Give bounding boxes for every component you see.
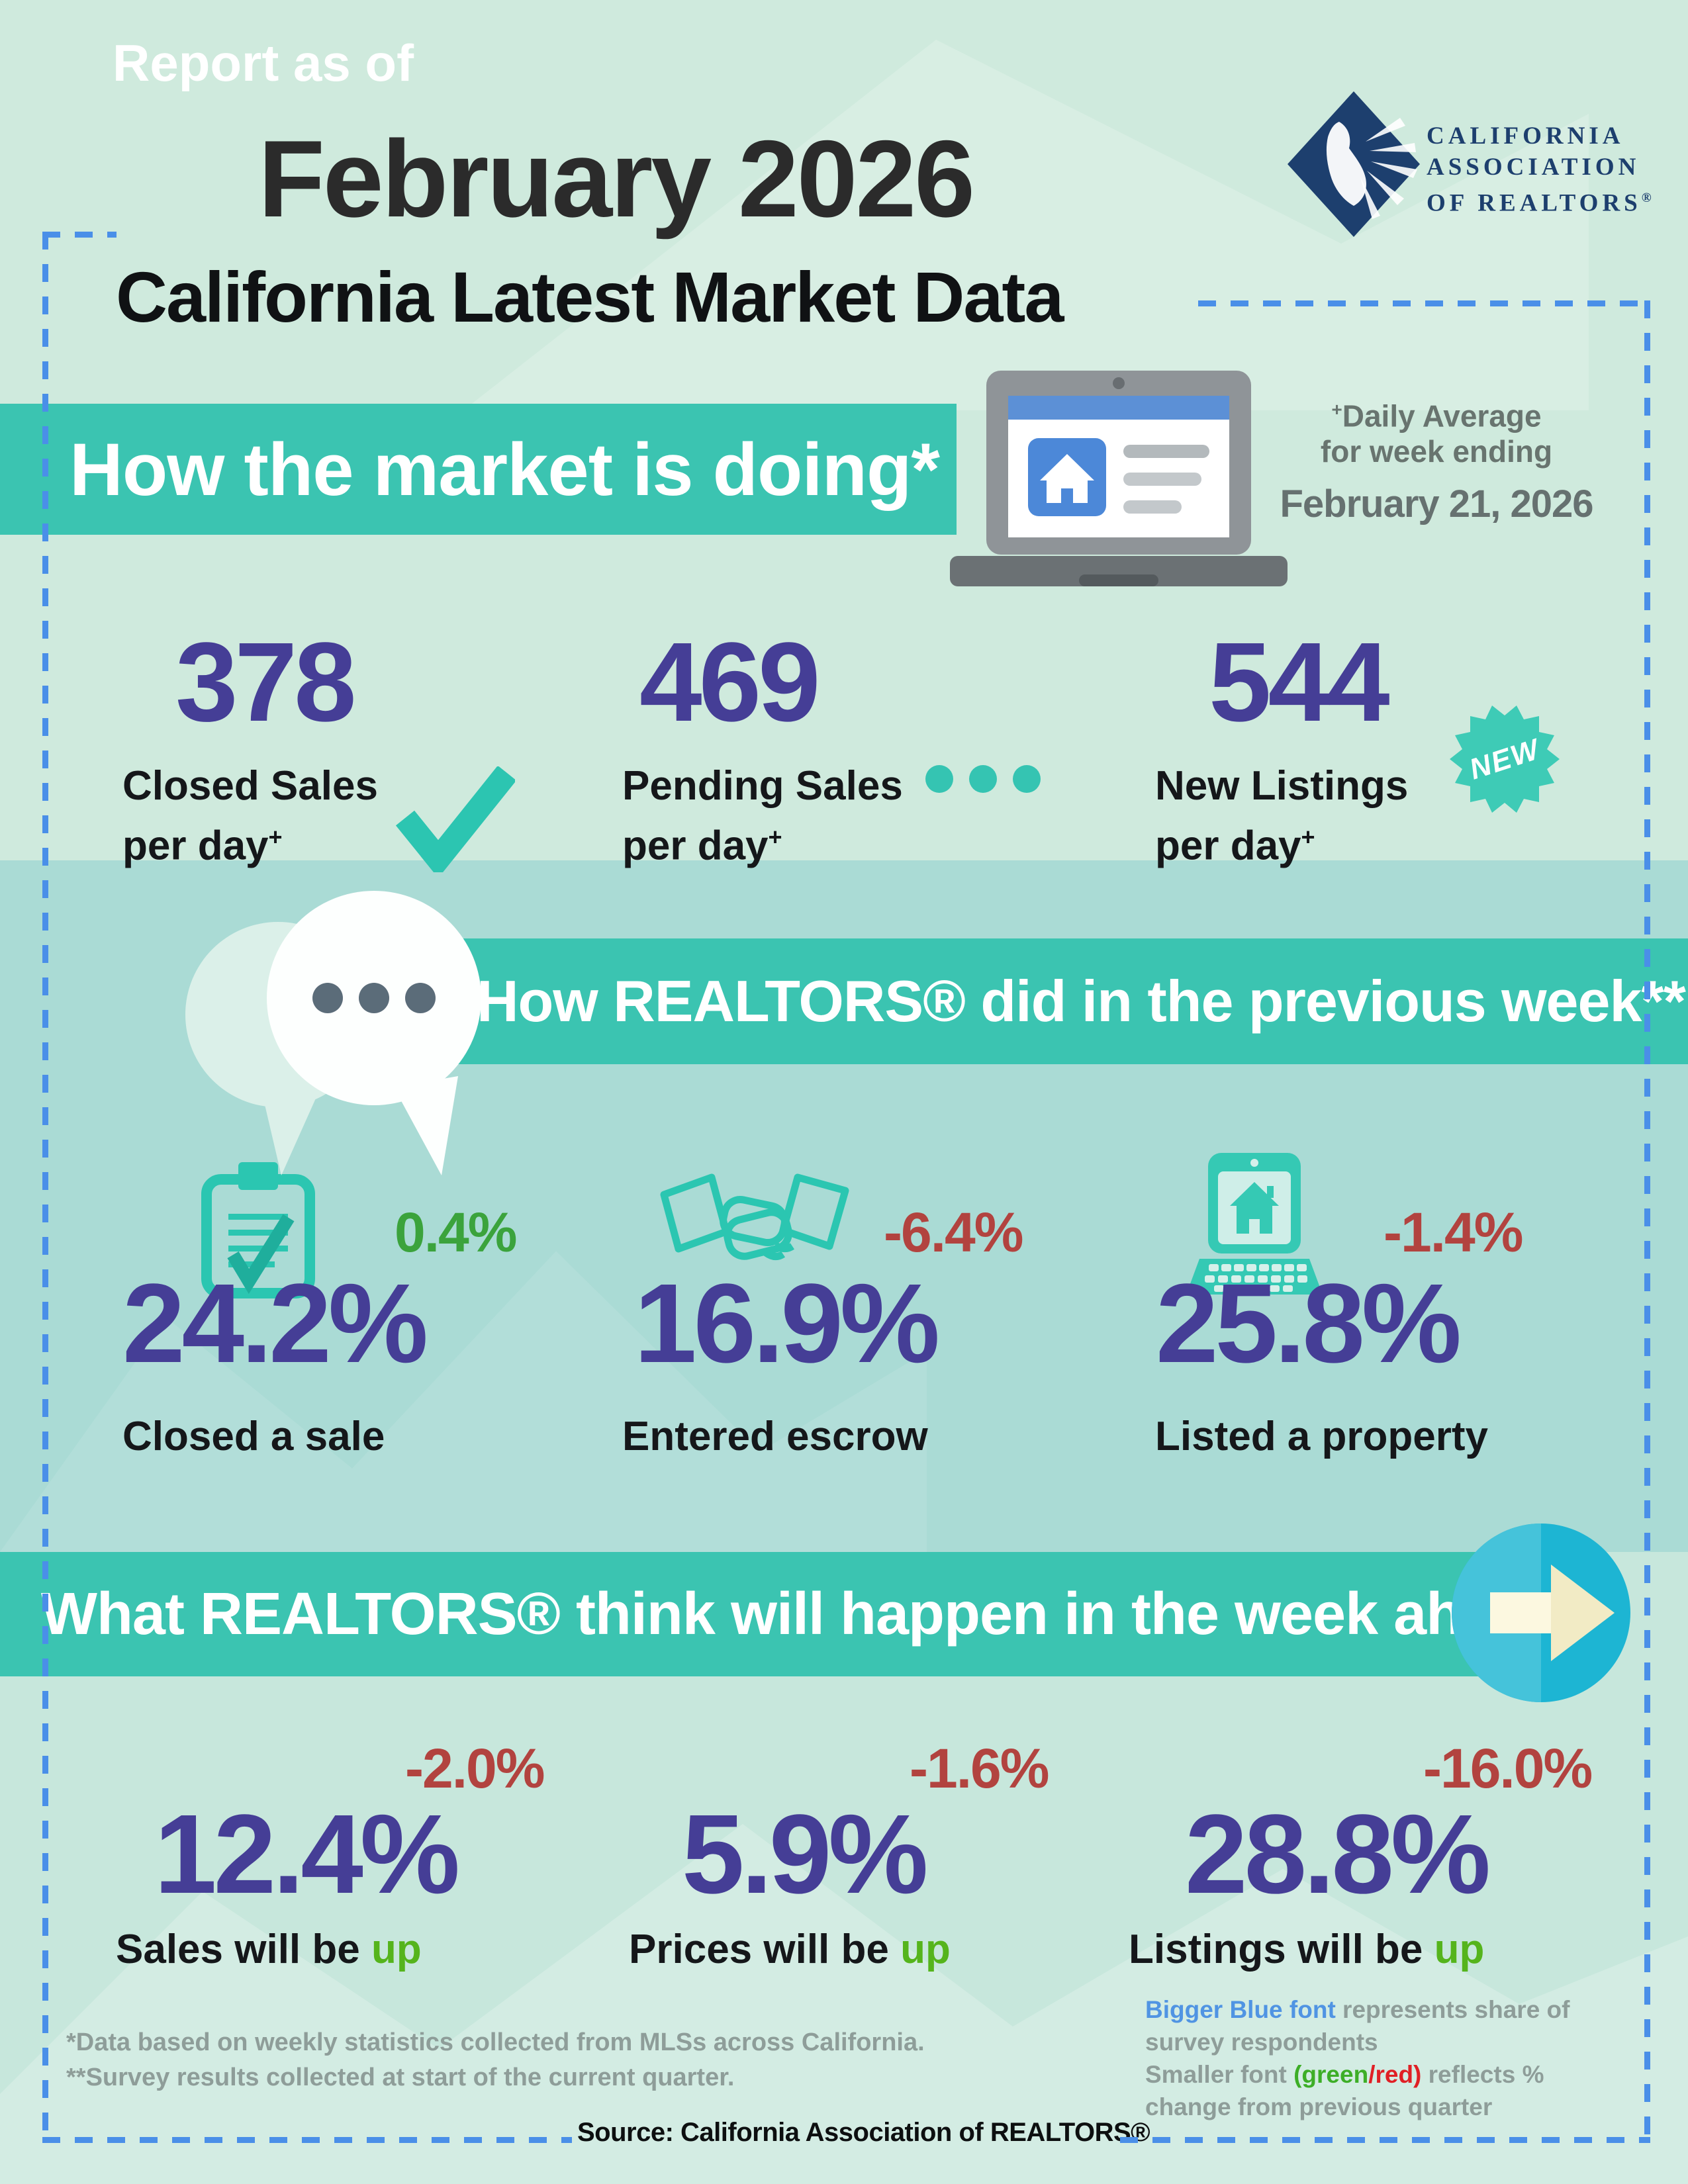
- banner-how-market-is-doing: How the market is doing*: [0, 404, 957, 535]
- daily-average-line2: for week ending: [1320, 434, 1553, 469]
- dashed-border-top-right: [1198, 300, 1650, 306]
- logo-line-3: OF REALTORS®: [1427, 189, 1652, 217]
- week-ending-date: February 21, 2026: [1280, 482, 1593, 526]
- closed-sales-label: Closed Sales per day+: [122, 763, 378, 869]
- pending-sales-label: Pending Sales per day+: [622, 763, 903, 869]
- dashed-border-bottom-right: [1120, 2137, 1650, 2143]
- legend-green-text: (green: [1293, 2061, 1369, 2088]
- legend-red-text: /red): [1368, 2061, 1422, 2088]
- listings-up-change: -16.0%: [1423, 1737, 1593, 1799]
- page-title-month: February 2026: [258, 118, 975, 240]
- footnote-line-1: *Data based on weekly statistics collect…: [66, 2028, 925, 2056]
- listed-property-value: 25.8%: [1156, 1261, 1462, 1387]
- listings-up-value: 28.8%: [1185, 1792, 1491, 1917]
- page-subtitle: California Latest Market Data: [116, 257, 1064, 337]
- legend-blue-text: Bigger Blue font: [1145, 1996, 1343, 2023]
- daily-average-line1: +Daily Average: [1331, 398, 1542, 433]
- car-logo-wordmark: CALIFORNIA ASSOCIATION OF REALTORS®: [1427, 120, 1652, 218]
- sales-up-label: Sales will be up: [116, 1927, 422, 1972]
- prices-up-change: -1.6%: [910, 1737, 1049, 1799]
- check-icon: [395, 765, 517, 878]
- banner-realtors-previous-week: How REALTORS® did in the previous week**: [442, 938, 1688, 1064]
- listings-up-label: Listings will be up: [1129, 1927, 1485, 1972]
- new-badge: NEW: [1448, 703, 1561, 819]
- closed-sale-change: 0.4%: [395, 1201, 517, 1263]
- laptop-svg: [950, 371, 1288, 586]
- dashed-border-left: [42, 232, 48, 2143]
- dashed-border-right: [1644, 300, 1650, 2143]
- listed-property-label: Listed a property: [1155, 1414, 1488, 1459]
- banner-week-ahead: What REALTORS® think will happen in the …: [0, 1552, 1608, 1676]
- closed-sale-label: Closed a sale: [122, 1414, 385, 1459]
- chat-bubbles-icon: [175, 872, 487, 1190]
- sales-up-change: -2.0%: [405, 1737, 545, 1799]
- logo-line-2: ASSOCIATION: [1427, 154, 1640, 181]
- closed-sales-value: 378: [175, 619, 357, 745]
- handshake-icon: [659, 1168, 851, 1294]
- entered-escrow-value: 16.9%: [634, 1261, 940, 1387]
- pending-sales-value: 469: [639, 619, 821, 745]
- legend-line-2: survey respondents: [1145, 2028, 1378, 2056]
- banner-prev-week-text: How REALTORS® did in the previous week**: [477, 968, 1686, 1034]
- entered-escrow-change: -6.4%: [884, 1201, 1023, 1263]
- color-legend: Bigger Blue font represents share of sur…: [1145, 1993, 1662, 2123]
- dashed-border-bottom-left: [42, 2137, 572, 2143]
- source-attribution: Source: California Association of REALTO…: [577, 2118, 1150, 2147]
- laptop-house-icon: [1185, 1153, 1324, 1308]
- prices-up-value: 5.9%: [682, 1792, 928, 1917]
- prices-up-label: Prices will be up: [629, 1927, 951, 1972]
- logo-line-1: CALIFORNIA: [1427, 122, 1624, 150]
- clipboard-icon: [199, 1157, 318, 1302]
- report-as-of-label: Report as of: [113, 34, 414, 92]
- ellipsis-dots-icon: [925, 765, 1041, 793]
- daily-average-note: +Daily Average for week ending February …: [1251, 392, 1622, 526]
- footnote-line-2: **Survey results collected at start of t…: [66, 2064, 735, 2091]
- registered-mark: ®: [1641, 191, 1652, 205]
- closed-sale-value: 24.2%: [122, 1261, 428, 1387]
- legend-line-4: change from previous quarter: [1145, 2093, 1493, 2120]
- new-listings-value: 544: [1209, 619, 1390, 745]
- car-logo-diamond: [1288, 91, 1420, 237]
- dashed-border-top-left: [42, 232, 117, 238]
- entered-escrow-label: Entered escrow: [622, 1414, 928, 1459]
- banner-week-ahead-text: What REALTORS® think will happen in the …: [41, 1580, 1608, 1647]
- car-logo-icon: [1288, 91, 1420, 237]
- new-listings-label: New Listings per day+: [1155, 763, 1409, 869]
- banner-market-text: How the market is doing*: [70, 428, 940, 511]
- arrow-circle-icon: [1452, 1524, 1630, 1706]
- footnotes: *Data based on weekly statistics collect…: [66, 2025, 925, 2095]
- sales-up-value: 12.4%: [154, 1792, 460, 1917]
- listed-property-change: -1.4%: [1383, 1201, 1523, 1263]
- laptop-illustration-icon: [950, 371, 1288, 589]
